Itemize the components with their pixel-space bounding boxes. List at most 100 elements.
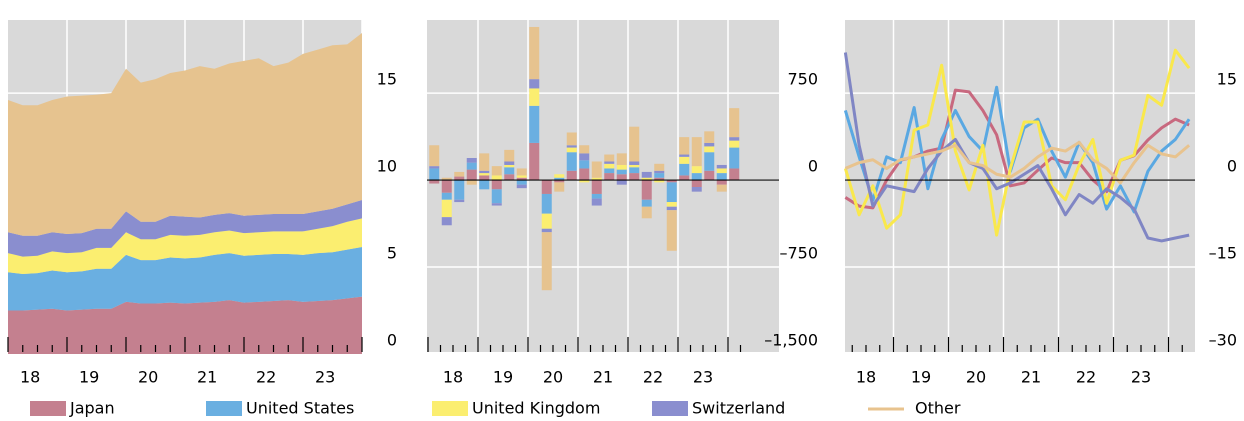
bar xyxy=(566,152,577,171)
bar xyxy=(529,105,540,143)
bar xyxy=(654,163,665,171)
bar xyxy=(641,177,652,181)
bar xyxy=(729,137,740,141)
y-tick-label: –30 xyxy=(1209,331,1237,350)
bar xyxy=(691,187,702,192)
bar xyxy=(616,180,627,185)
bar xyxy=(691,166,702,174)
x-tick-label: 20 xyxy=(966,368,986,387)
line: United Kingdom xyxy=(843,48,1191,237)
x-tick-label: 21 xyxy=(593,368,613,387)
bar xyxy=(441,180,452,193)
bar xyxy=(504,164,515,168)
bar xyxy=(729,108,740,138)
bar xyxy=(654,177,665,181)
bar xyxy=(579,180,590,183)
bar xyxy=(441,199,452,218)
bar xyxy=(516,180,527,185)
x-tick-label: 23 xyxy=(315,368,335,387)
bar xyxy=(629,164,640,168)
x-tick-label: 23 xyxy=(1131,368,1151,387)
bar xyxy=(704,131,715,143)
x-tick-label: 19 xyxy=(493,368,513,387)
bar xyxy=(616,153,627,165)
legend-label: Japan xyxy=(69,399,115,418)
bar xyxy=(591,161,602,178)
x-tick-label: 21 xyxy=(197,368,217,387)
plot-background xyxy=(845,20,1195,352)
bar xyxy=(529,79,540,89)
bar xyxy=(479,153,490,171)
area: Other xyxy=(8,33,362,236)
legend-label: Switzerland xyxy=(692,399,785,418)
legend-swatch xyxy=(30,401,66,416)
bar xyxy=(554,182,565,192)
bar xyxy=(704,142,715,147)
bar: Switzerland xyxy=(429,166,440,169)
bar xyxy=(616,164,627,170)
bar xyxy=(566,145,577,148)
bar xyxy=(554,174,565,178)
bar xyxy=(466,158,477,163)
legend-label: Other xyxy=(915,399,961,418)
bar xyxy=(529,142,540,181)
bar xyxy=(616,174,627,181)
bar xyxy=(541,193,552,214)
x-tick-label: 20 xyxy=(138,368,158,387)
bar xyxy=(629,167,640,174)
bar xyxy=(654,180,665,183)
bar xyxy=(579,160,590,169)
y-tick-label: 5 xyxy=(387,244,397,263)
y-tick-label: –750 xyxy=(779,244,818,263)
bar: United States xyxy=(429,168,440,181)
y-tick-label: 15 xyxy=(1217,70,1237,89)
bar xyxy=(516,175,527,178)
bar xyxy=(441,217,452,226)
bar xyxy=(529,26,540,80)
bar xyxy=(579,168,590,181)
x-tick-label: 22 xyxy=(643,368,663,387)
y-tick-label: 0 xyxy=(387,331,397,350)
bar xyxy=(554,177,565,181)
area: Switzerland xyxy=(8,200,362,257)
bar xyxy=(629,126,640,162)
bar xyxy=(641,171,652,178)
y-tick-label: 0 xyxy=(1227,157,1237,176)
area: Japan xyxy=(8,296,362,354)
area: United States xyxy=(8,247,362,311)
bar xyxy=(504,174,515,181)
bar xyxy=(604,163,615,169)
bar xyxy=(729,147,740,169)
bar xyxy=(666,210,677,251)
bar xyxy=(441,177,452,181)
bar xyxy=(679,175,690,181)
bar xyxy=(591,193,602,199)
bar xyxy=(479,175,490,181)
bar xyxy=(454,180,465,200)
y-tick-label: 750 xyxy=(787,70,818,89)
y-tick-label: –1,500 xyxy=(764,331,818,350)
legend: Japan United States United Kingdom Switzerl… xyxy=(30,399,961,418)
bar: Japan xyxy=(429,180,440,184)
bar xyxy=(641,199,652,207)
legend-swatch xyxy=(432,401,468,416)
x-tick-label: 22 xyxy=(1076,368,1096,387)
bar xyxy=(666,182,677,203)
bar xyxy=(454,171,465,177)
bar xyxy=(591,180,602,194)
bar xyxy=(566,132,577,146)
bar xyxy=(666,206,677,211)
bar xyxy=(516,168,527,176)
bar xyxy=(691,180,702,187)
bar xyxy=(654,170,665,174)
bar xyxy=(679,156,690,164)
bar xyxy=(629,173,640,181)
bar xyxy=(554,180,565,183)
x-tick-label: 19 xyxy=(79,368,99,387)
bar xyxy=(479,173,490,176)
bar xyxy=(504,167,515,175)
bar xyxy=(654,173,665,178)
bar xyxy=(466,180,477,185)
bar xyxy=(541,213,552,229)
